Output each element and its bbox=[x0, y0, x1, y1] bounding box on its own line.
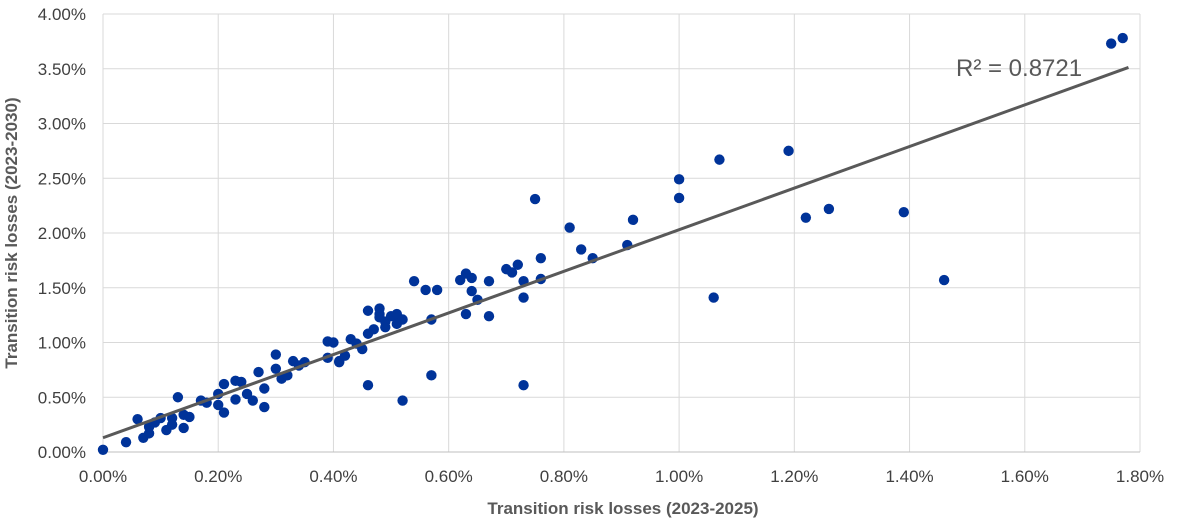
data-point bbox=[564, 222, 575, 233]
data-point bbox=[1105, 38, 1117, 49]
data-points bbox=[97, 32, 1128, 456]
data-point bbox=[184, 411, 195, 423]
data-point bbox=[247, 395, 258, 406]
data-point bbox=[483, 311, 495, 322]
data-point bbox=[938, 274, 950, 286]
data-point bbox=[362, 305, 374, 316]
y-axis-title: Transition risk losses (2023-2030) bbox=[2, 97, 21, 368]
data-point bbox=[420, 284, 431, 296]
y-tick-label: 0.50% bbox=[38, 388, 86, 407]
data-point bbox=[673, 192, 685, 204]
y-tick-label: 1.50% bbox=[38, 279, 86, 298]
data-point bbox=[166, 419, 178, 430]
y-tick-label: 1.00% bbox=[38, 334, 86, 353]
data-point bbox=[529, 193, 541, 205]
y-tick-label: 3.00% bbox=[38, 115, 86, 134]
data-point bbox=[627, 214, 639, 226]
data-point bbox=[132, 413, 143, 425]
data-point bbox=[259, 383, 270, 394]
data-point bbox=[575, 244, 587, 255]
y-axis-tick-labels: 0.00% 0.50% 1.00% 1.50% 2.00% 2.50% 3.00% 3.50%… bbox=[38, 5, 86, 462]
data-point bbox=[408, 275, 420, 287]
y-tick-label: 4.00% bbox=[38, 5, 86, 24]
data-point bbox=[213, 399, 224, 411]
y-tick-label: 2.00% bbox=[38, 224, 86, 243]
data-point bbox=[397, 395, 408, 406]
data-point bbox=[97, 444, 109, 456]
data-point bbox=[120, 436, 132, 448]
x-tick-label: 1.60% bbox=[1001, 467, 1049, 486]
data-point bbox=[253, 366, 264, 378]
data-point bbox=[172, 392, 184, 403]
data-point bbox=[270, 349, 282, 360]
data-point bbox=[339, 350, 351, 361]
data-point bbox=[368, 324, 379, 335]
data-point bbox=[397, 314, 408, 325]
data-point bbox=[518, 380, 529, 391]
data-point bbox=[483, 275, 495, 287]
data-point bbox=[708, 292, 719, 303]
r-squared-label: R² = 0.8721 bbox=[956, 55, 1082, 82]
data-point bbox=[380, 321, 391, 333]
y-tick-label: 3.50% bbox=[38, 60, 86, 79]
x-axis-title: Transition risk losses (2023-2025) bbox=[487, 499, 758, 518]
data-point bbox=[518, 292, 529, 303]
data-point bbox=[506, 267, 518, 278]
data-point bbox=[218, 407, 230, 418]
y-tick-label: 2.50% bbox=[38, 169, 86, 188]
x-tick-label: 0.20% bbox=[194, 467, 242, 486]
data-point bbox=[783, 145, 794, 157]
data-point bbox=[426, 370, 437, 381]
x-tick-label: 1.40% bbox=[885, 467, 933, 486]
grid-lines bbox=[102, 13, 1141, 453]
data-point bbox=[431, 284, 443, 296]
data-point bbox=[800, 212, 812, 223]
x-tick-label: 0.00% bbox=[79, 467, 127, 486]
data-point bbox=[328, 337, 339, 348]
data-point bbox=[236, 376, 247, 388]
x-tick-label: 0.80% bbox=[540, 467, 588, 486]
x-tick-label: 0.60% bbox=[425, 467, 473, 486]
x-tick-label: 1.20% bbox=[770, 467, 818, 486]
data-point bbox=[535, 252, 547, 264]
data-point bbox=[218, 378, 230, 390]
x-axis-tick-labels: 0.00% 0.20% 0.40% 0.60% 0.80% 1.00% 1.20% 1.40%… bbox=[79, 467, 1164, 486]
data-point bbox=[898, 206, 909, 218]
data-point bbox=[512, 259, 523, 270]
data-point bbox=[673, 174, 685, 185]
data-point bbox=[1117, 32, 1128, 44]
data-point bbox=[714, 154, 725, 165]
x-tick-label: 1.80% bbox=[1116, 467, 1164, 486]
x-tick-label: 0.40% bbox=[309, 467, 357, 486]
y-tick-label: 0.00% bbox=[38, 443, 86, 462]
data-point bbox=[823, 203, 835, 215]
data-point bbox=[362, 380, 374, 391]
x-tick-label: 1.00% bbox=[655, 467, 703, 486]
data-point bbox=[466, 285, 477, 297]
data-point bbox=[460, 308, 472, 320]
data-point bbox=[230, 394, 241, 405]
data-point bbox=[270, 363, 282, 374]
data-point bbox=[259, 401, 270, 413]
data-point bbox=[178, 422, 189, 434]
trendline bbox=[102, 66, 1129, 440]
data-point bbox=[466, 272, 477, 284]
